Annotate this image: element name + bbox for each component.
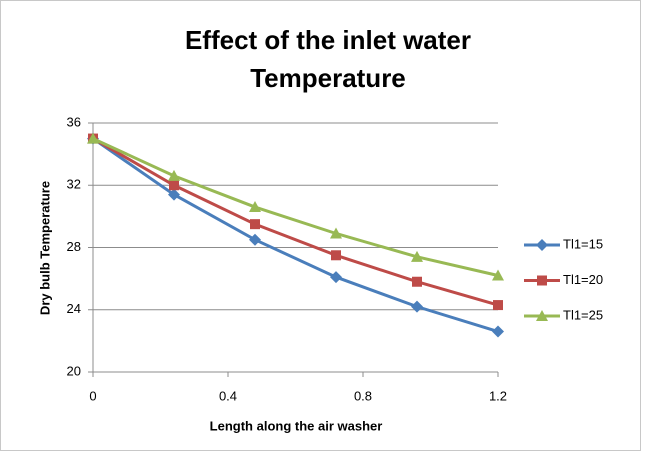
y-tick-label: 36 — [67, 114, 81, 129]
y-tick-label: 24 — [67, 301, 81, 316]
data-point — [493, 300, 503, 311]
x-tick-label: 0.8 — [354, 388, 372, 403]
legend-marker — [537, 275, 547, 286]
legend-marker — [536, 310, 548, 321]
series-line — [92, 137, 499, 277]
chart-title: Temperature — [250, 63, 406, 93]
series-line — [92, 137, 499, 307]
chart-title: Effect of the inlet water — [185, 25, 471, 55]
y-axis-label: Dry bulb Temperature — [37, 181, 52, 315]
data-point — [249, 201, 261, 213]
data-point — [411, 300, 423, 313]
data-point — [168, 169, 180, 181]
data-point — [250, 219, 260, 230]
x-tick-label: 1.2 — [489, 388, 507, 403]
y-tick-label: 20 — [67, 363, 81, 378]
data-point — [249, 233, 261, 246]
x-tick-label: 0.4 — [219, 388, 237, 403]
legend-marker — [536, 239, 548, 251]
y-tick-label: 32 — [67, 177, 81, 192]
y-tick-label: 28 — [67, 239, 81, 254]
data-point — [330, 227, 342, 239]
data-point — [492, 269, 504, 281]
data-point — [169, 180, 179, 191]
x-axis-label: Length along the air washer — [210, 418, 383, 433]
x-tick-label: 0 — [89, 388, 96, 403]
data-point — [87, 132, 99, 144]
legend-label: Tl1=20 — [563, 272, 603, 287]
chart-border — [0, 0, 641, 451]
legend-label: Tl1=15 — [563, 236, 603, 251]
data-point — [411, 250, 423, 262]
series-line — [92, 137, 499, 333]
data-point — [492, 325, 504, 338]
data-point — [331, 250, 341, 261]
data-point — [330, 271, 342, 284]
legend-label: Tl1=25 — [563, 307, 603, 322]
data-point — [412, 276, 422, 287]
data-point — [168, 188, 180, 201]
